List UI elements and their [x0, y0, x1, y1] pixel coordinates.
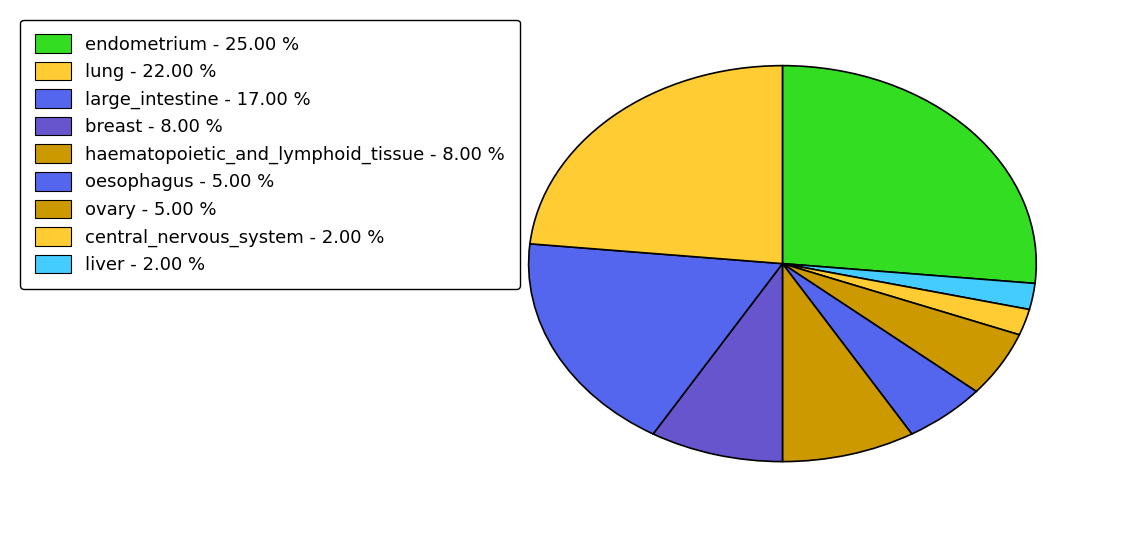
Wedge shape — [653, 264, 782, 462]
Wedge shape — [782, 66, 1036, 284]
Wedge shape — [782, 264, 1030, 335]
Wedge shape — [782, 264, 1035, 309]
Legend: endometrium - 25.00 %, lung - 22.00 %, large_intestine - 17.00 %, breast - 8.00 : endometrium - 25.00 %, lung - 22.00 %, l… — [20, 20, 519, 288]
Wedge shape — [782, 264, 1019, 392]
Wedge shape — [782, 264, 976, 434]
Wedge shape — [530, 66, 782, 264]
Wedge shape — [528, 244, 782, 434]
Wedge shape — [782, 264, 912, 462]
